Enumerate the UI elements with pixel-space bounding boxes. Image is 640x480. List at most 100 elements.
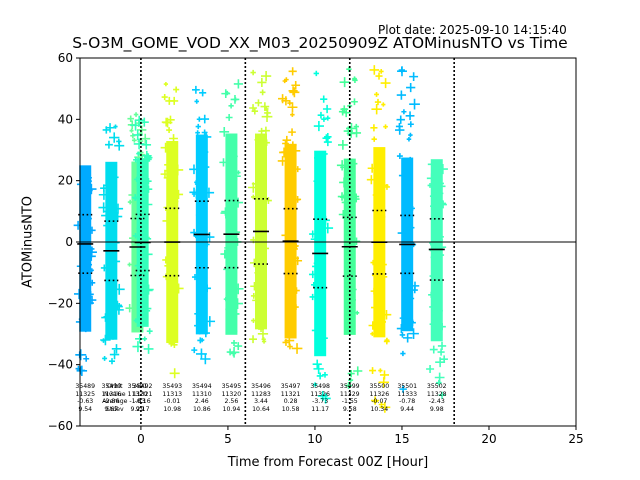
orbit-35501-marker: [400, 350, 406, 357]
orbit-35496-marker: [254, 134, 265, 145]
orbit-35500-marker: [375, 72, 383, 80]
orbit-35492-marker: [141, 301, 146, 306]
orbit-35496-marker: [257, 328, 269, 339]
orbit-35489-cloud: [73, 165, 97, 377]
orbit-35492-marker: [130, 119, 141, 131]
orbit-35502-marker: [437, 341, 447, 351]
orbit-35500-marker: [384, 337, 390, 343]
orbit-35500-marker: [378, 68, 384, 74]
orbit-35491-marker: [127, 262, 132, 267]
plot-date: Plot date: 2025-09-10 14:15:40: [378, 23, 567, 37]
orbit-35496-marker: [261, 111, 273, 123]
orbit-35501-marker: [404, 300, 412, 307]
orbit-35501-marker: [396, 153, 403, 159]
orbit-35498-marker: [312, 261, 322, 272]
orbit-35496-marker: [250, 69, 256, 76]
orbit-35498-marker: [314, 322, 323, 331]
orbit-35493-marker: [163, 202, 175, 213]
orbit-35490-marker: [114, 140, 125, 151]
orbit-35491-marker: [127, 199, 133, 205]
orbit-35496-marker: [264, 106, 269, 112]
orbit-35489-marker: [76, 179, 87, 189]
orbit-35495-marker: [232, 298, 243, 309]
orbit-35501-marker: [396, 324, 406, 334]
orbit-35492-marker: [134, 262, 142, 269]
orbit-35495-marker: [234, 342, 243, 350]
orbit-35489-marker: [80, 309, 88, 316]
orbit-35496-marker: [254, 99, 262, 107]
orbit-35492-marker: [140, 305, 151, 316]
orbit-35493-marker: [168, 341, 174, 347]
orbit-35500-marker: [379, 370, 390, 380]
orbit-35490-marker: [113, 283, 125, 295]
orbit-35492-stats: 35492 11321 -0.16 9.17: [132, 383, 153, 413]
orbit-35500-marker: [375, 248, 382, 255]
orbit-35502-marker: [438, 391, 446, 399]
orbit-35495-marker: [227, 315, 233, 321]
orbit-35493-marker: [167, 215, 178, 225]
orbit-35501-marker: [410, 281, 420, 291]
orbit-35500-marker: [379, 401, 391, 413]
orbit-35494-marker: [199, 337, 205, 343]
orbit-35496-marker: [254, 268, 263, 277]
orbit-35493-marker: [166, 127, 173, 134]
orbit-35495-marker: [230, 350, 237, 357]
orbit-35489-marker: [89, 246, 95, 252]
orbit-35490-marker: [114, 305, 124, 315]
orbit-35501-marker: [407, 121, 414, 128]
orbit-35495-marker: [221, 207, 230, 216]
y-tick-label: −60: [48, 419, 73, 433]
orbit-35490-marker: [100, 264, 108, 272]
orbit-35498-marker: [322, 104, 332, 114]
orbit-35494-marker: [194, 308, 205, 319]
orbit-35490-marker: [111, 344, 122, 354]
orbit-35494-marker: [201, 304, 207, 309]
orbit-35497-marker: [283, 77, 289, 82]
orbit-35497-cloud: [277, 67, 303, 354]
orbit-35497-marker: [288, 128, 296, 136]
orbit-35497-marker: [281, 229, 293, 241]
orbit-35493-marker: [171, 249, 176, 254]
orbit-35489-marker: [86, 251, 96, 261]
orbit-35497-marker: [291, 146, 301, 156]
scatter-clouds: [73, 65, 448, 413]
orbit-35500-marker: [376, 212, 386, 221]
orbit-35496-marker: [249, 258, 259, 268]
orbit-35494-marker: [191, 347, 198, 354]
orbit-35500-marker: [378, 272, 388, 282]
orbit-35490-marker: [111, 252, 117, 258]
orbit-35493-marker: [168, 300, 178, 309]
orbit-35490-marker: [101, 338, 106, 343]
orbit-35500-marker: [378, 202, 384, 208]
orbit-35500-marker: [384, 183, 390, 190]
orbit-35500-marker: [367, 163, 377, 173]
orbit-35489-stats: 35489 11325 -0.63 9.54: [75, 383, 96, 413]
orbit-35498-marker: [317, 111, 325, 119]
orbit-35497-marker: [293, 256, 303, 266]
orbit-35498-marker: [317, 218, 322, 223]
orbit-35493-marker: [169, 134, 178, 143]
orbit-35502-marker: [434, 250, 445, 260]
orbit-35492-marker: [136, 151, 141, 156]
y-tick-label: −40: [48, 358, 73, 372]
orbit-35499-marker: [345, 382, 352, 389]
orbit-35496-marker: [251, 194, 256, 200]
orbit-35499-marker: [339, 77, 350, 88]
orbit-35499-marker: [339, 177, 350, 188]
orbit-35492-marker: [133, 157, 139, 163]
orbit-35497-marker: [291, 343, 303, 354]
orbit-35496-marker: [259, 89, 266, 96]
orbit-35493-marker: [167, 150, 177, 161]
orbit-35502-marker: [437, 308, 443, 314]
orbit-35491-marker: [125, 304, 134, 313]
orbit-35498-marker: [320, 95, 328, 103]
orbit-35499-marker: [348, 377, 354, 383]
orbit-35497-marker: [289, 141, 297, 149]
orbit-35496-marker: [258, 326, 264, 332]
orbit-35500-marker: [374, 288, 384, 298]
orbit-35493-marker: [172, 265, 177, 271]
orbit-35496-marker: [250, 293, 257, 299]
orbit-35490-marker: [102, 355, 108, 361]
orbit-35497-marker: [287, 241, 298, 252]
orbit-35501-marker: [399, 312, 411, 324]
